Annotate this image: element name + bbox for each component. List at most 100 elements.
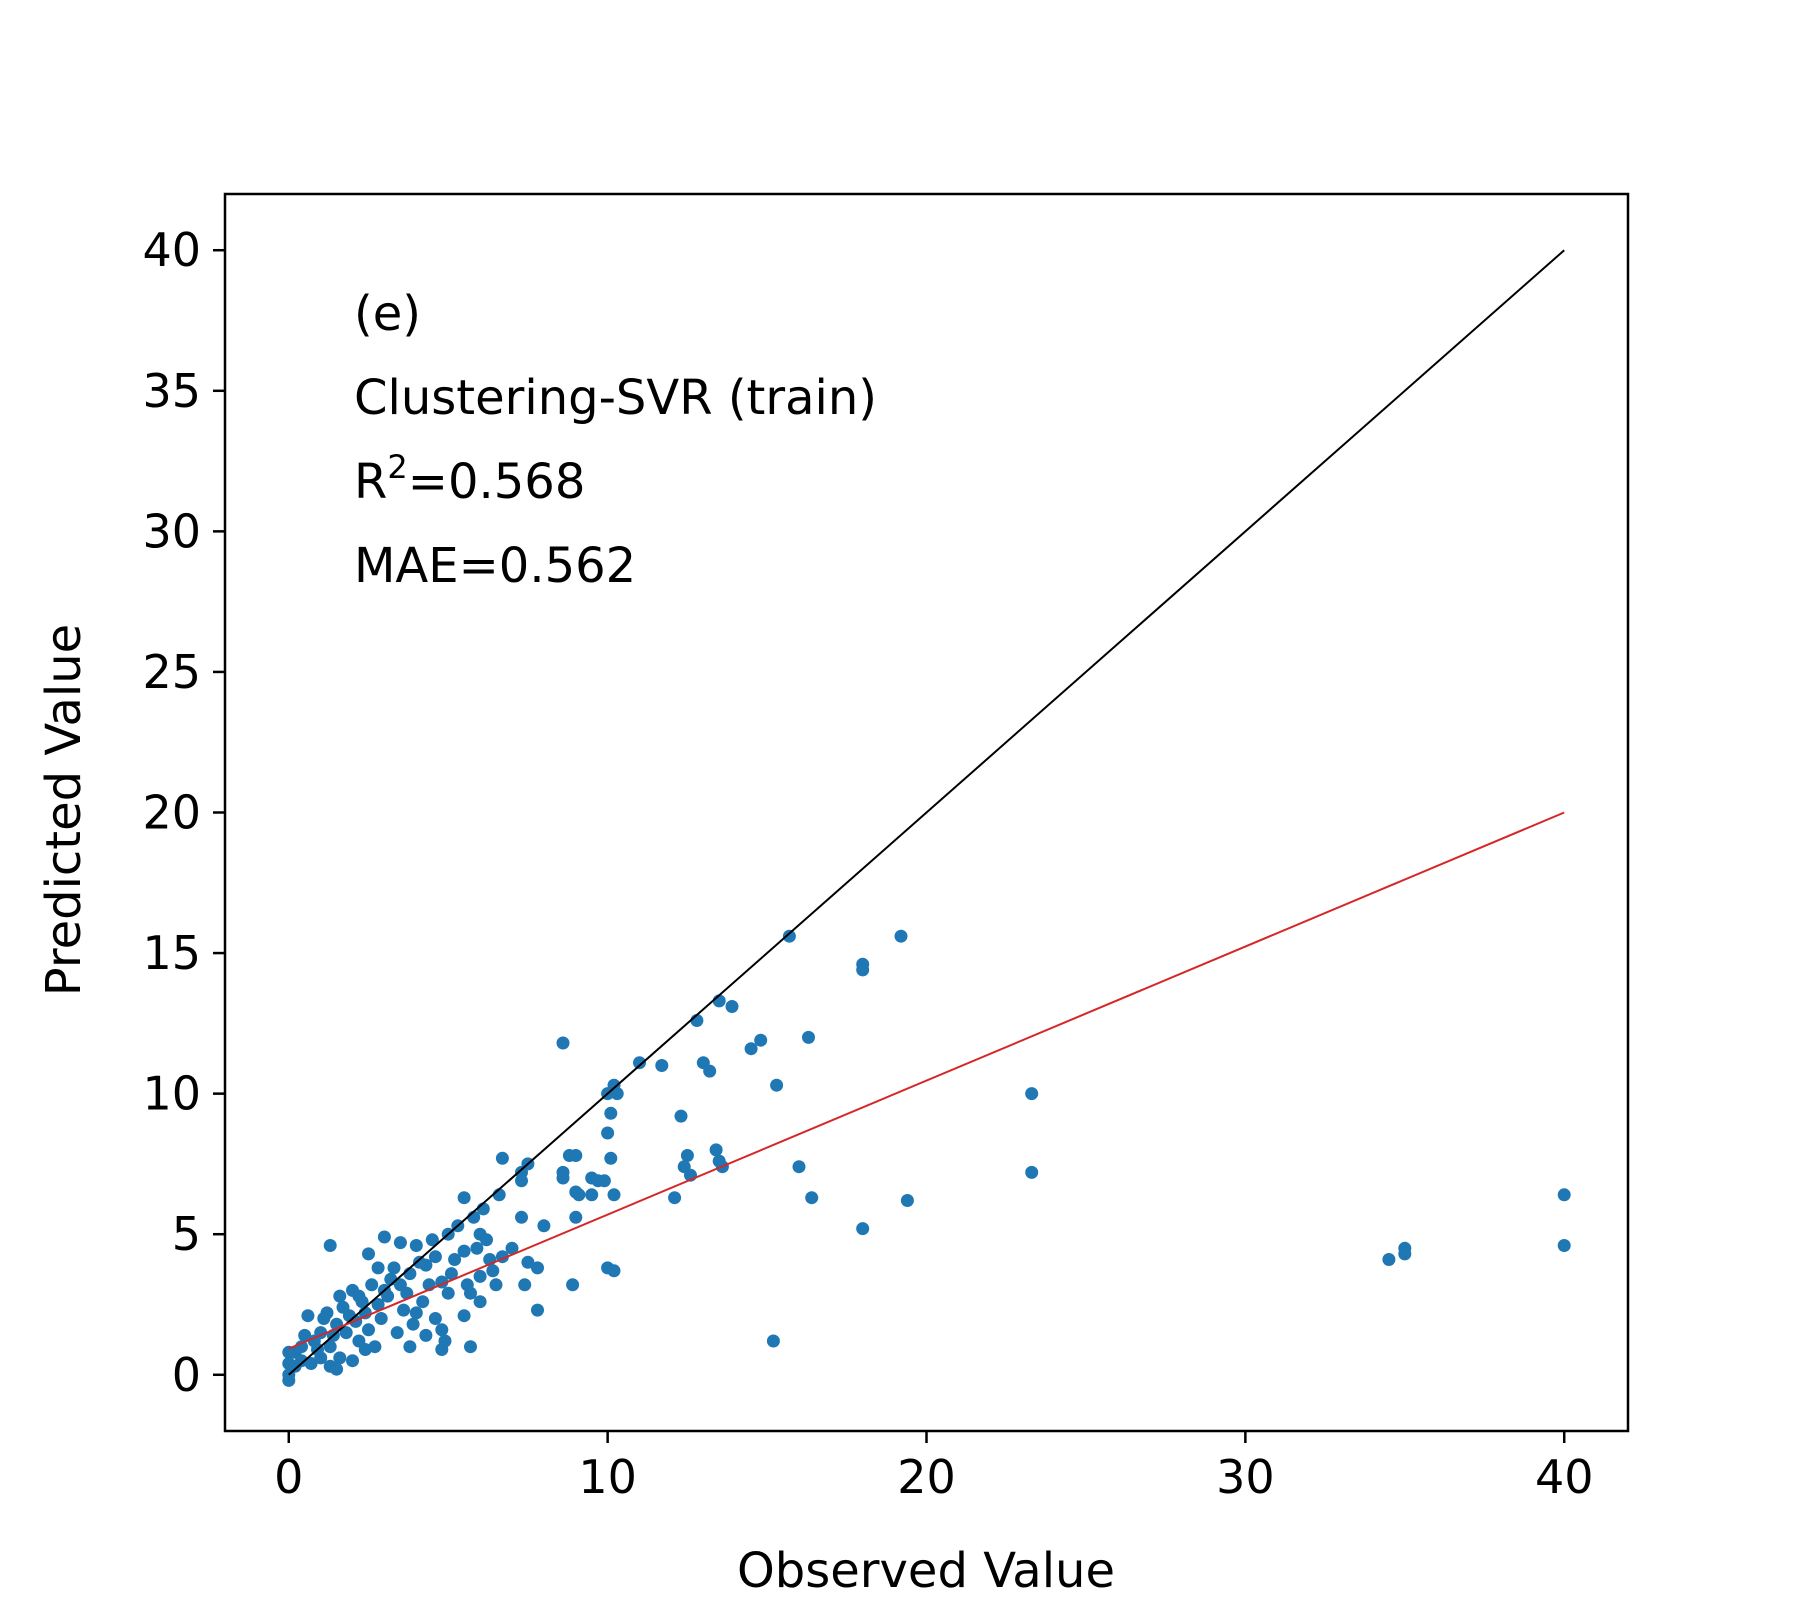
data-point-0-53 <box>515 1210 528 1224</box>
y-tick-label-4: 20 <box>142 786 201 840</box>
data-point-0-50 <box>900 1194 914 1207</box>
data-point-0-101 <box>403 1340 417 1354</box>
data-point-0-27 <box>604 1151 618 1165</box>
data-point-0-36 <box>597 1174 611 1188</box>
r2-superscript: 2 <box>387 448 407 486</box>
data-point-0-24 <box>680 1149 694 1162</box>
data-point-0-84 <box>393 1236 407 1250</box>
y-axis-ticks: 0 5 10 15 20 25 30 35 40 <box>142 223 225 1402</box>
data-point-0-75 <box>531 1303 544 1317</box>
data-point-0-147 <box>352 1289 366 1303</box>
data-point-0-98 <box>428 1312 442 1325</box>
data-point-0-47 <box>607 1188 621 1202</box>
data-point-0-67 <box>607 1264 621 1278</box>
data-point-0-12 <box>655 1059 669 1072</box>
data-point-0-159 <box>330 1362 344 1376</box>
data-point-0-62 <box>1382 1253 1396 1266</box>
data-point-0-81 <box>323 1239 337 1252</box>
identity-line <box>288 249 1565 1376</box>
data-point-0-96 <box>416 1295 430 1309</box>
data-point-0-78 <box>464 1340 477 1354</box>
data-point-0-23 <box>709 1143 723 1157</box>
data-point-0-117 <box>333 1351 347 1365</box>
data-point-0-52 <box>569 1210 583 1224</box>
data-point-0-61 <box>1398 1247 1412 1261</box>
data-point-0-39 <box>792 1160 806 1174</box>
data-point-0-79 <box>435 1343 449 1356</box>
data-point-0-37 <box>515 1174 528 1188</box>
data-point-0-64 <box>521 1255 535 1269</box>
y-tick-label-3: 15 <box>142 926 201 980</box>
data-point-0-9 <box>802 1030 815 1044</box>
data-point-0-73 <box>473 1295 487 1309</box>
data-point-0-26 <box>569 1149 583 1162</box>
data-point-0-92 <box>448 1253 462 1266</box>
data-point-0-3 <box>856 963 870 977</box>
regression-line <box>288 811 1565 1350</box>
data-point-0-137 <box>371 1298 385 1311</box>
lines-layer <box>288 249 1565 1376</box>
data-point-0-83 <box>377 1230 391 1244</box>
data-point-0-141 <box>413 1255 426 1269</box>
data-point-0-51 <box>1557 1188 1571 1202</box>
data-point-0-55 <box>457 1191 471 1205</box>
data-point-0-85 <box>409 1239 423 1252</box>
data-point-0-21 <box>674 1109 688 1123</box>
data-point-0-20 <box>604 1106 618 1120</box>
x-axis-label: Observed Value <box>737 1543 1115 1599</box>
data-point-0-58 <box>480 1233 493 1247</box>
r2-prefix: R <box>354 454 387 510</box>
data-point-0-69 <box>518 1278 532 1292</box>
data-point-0-42 <box>1025 1165 1039 1179</box>
mae-annotation: MAE=0.562 <box>354 538 636 594</box>
data-point-0-17 <box>610 1087 624 1101</box>
data-point-0-144 <box>298 1328 312 1342</box>
panel-label: (e) <box>354 286 421 342</box>
data-point-0-155 <box>486 1264 500 1278</box>
x-tick-label-0: 0 <box>274 1450 303 1504</box>
data-point-0-97 <box>397 1303 411 1317</box>
data-point-0-33 <box>556 1171 570 1185</box>
data-point-0-102 <box>419 1328 433 1342</box>
data-point-0-70 <box>489 1278 503 1292</box>
data-point-0-127 <box>282 1373 296 1387</box>
y-tick-label-0: 0 <box>172 1348 201 1402</box>
data-point-0-45 <box>572 1188 586 1202</box>
x-axis-ticks: 0 10 20 30 40 <box>274 1431 1594 1504</box>
x-tick-label-2: 20 <box>897 1450 956 1504</box>
data-point-0-63 <box>505 1241 519 1255</box>
data-point-0-56 <box>856 1222 870 1236</box>
data-point-0-158 <box>346 1354 359 1368</box>
data-point-0-54 <box>537 1219 551 1233</box>
data-point-0-65 <box>531 1261 544 1275</box>
data-point-0-14 <box>703 1064 717 1078</box>
data-point-0-5 <box>725 1000 739 1013</box>
data-point-0-68 <box>566 1278 580 1292</box>
x-tick-label-4: 40 <box>1535 1450 1594 1504</box>
data-point-0-11 <box>633 1056 646 1070</box>
data-point-0-99 <box>406 1317 420 1331</box>
y-tick-label-5: 25 <box>142 645 201 699</box>
data-point-0-71 <box>473 1269 487 1283</box>
data-point-0-112 <box>374 1312 388 1325</box>
r2-annotation: R2=0.568 <box>354 448 585 510</box>
data-point-0-100 <box>390 1326 404 1340</box>
data-point-0-107 <box>333 1289 347 1303</box>
data-point-0-1 <box>894 929 908 943</box>
y-tick-label-1: 5 <box>172 1207 201 1261</box>
data-point-0-22 <box>601 1126 615 1140</box>
data-point-0-19 <box>1025 1087 1039 1101</box>
data-point-0-18 <box>770 1078 784 1092</box>
data-point-0-145 <box>317 1312 331 1325</box>
data-point-0-157 <box>409 1306 423 1320</box>
data-point-0-46 <box>585 1188 599 1202</box>
data-point-0-10 <box>744 1042 758 1056</box>
y-tick-label-6: 30 <box>142 504 201 558</box>
data-point-0-152 <box>460 1278 474 1292</box>
data-point-0-48 <box>668 1191 682 1205</box>
points-layer <box>282 929 1571 1387</box>
data-point-0-86 <box>425 1233 439 1247</box>
data-point-0-29 <box>495 1151 509 1165</box>
